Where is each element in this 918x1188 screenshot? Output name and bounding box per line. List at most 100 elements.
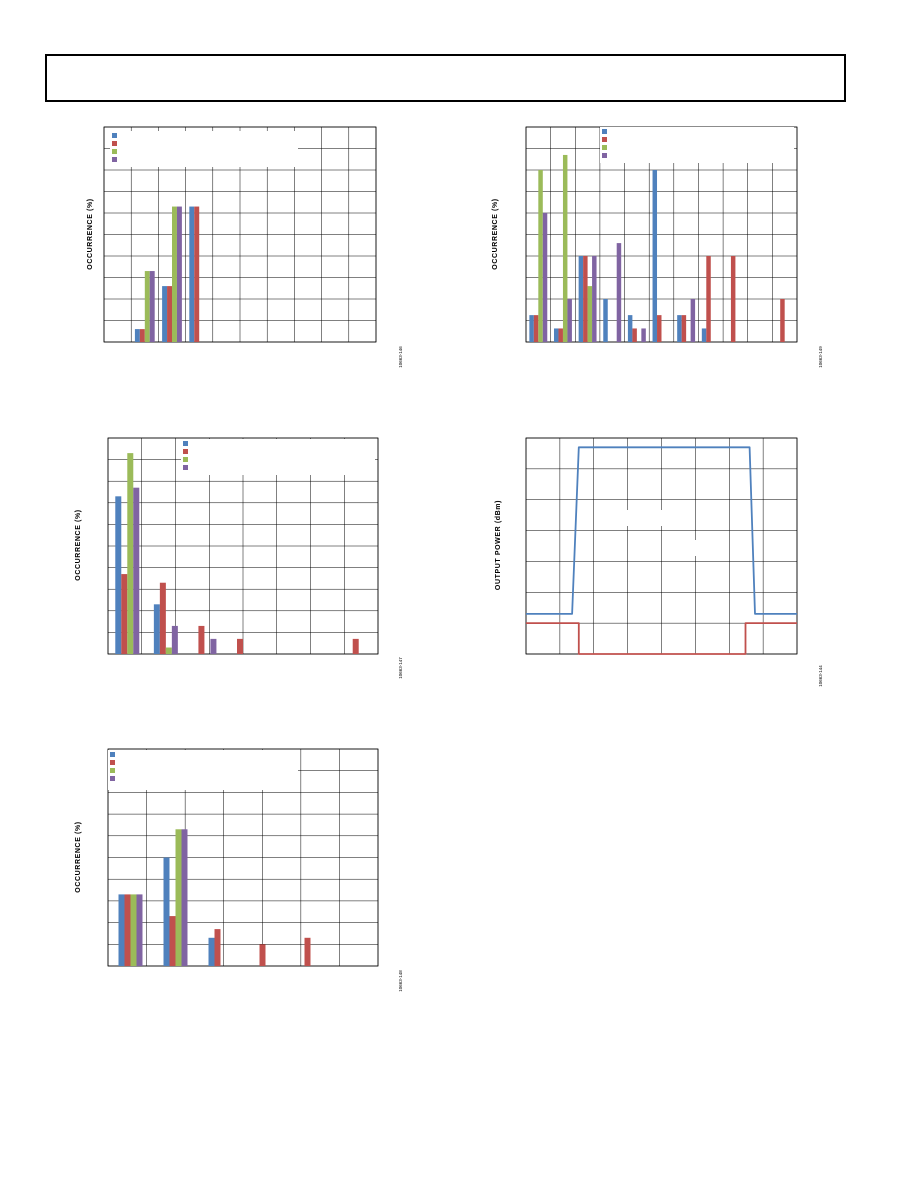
legend-box	[110, 131, 298, 167]
bar	[169, 916, 176, 966]
bar	[136, 894, 143, 966]
bar	[165, 647, 172, 654]
bar	[198, 625, 205, 654]
legend-swatch	[183, 457, 188, 462]
bar	[553, 328, 559, 342]
figure-id: 10663-148	[398, 970, 403, 992]
bar	[352, 638, 359, 654]
bar	[681, 315, 687, 342]
bar	[627, 315, 633, 342]
legend-box	[600, 127, 794, 163]
bar	[127, 453, 134, 654]
figure-id: 10663-146	[398, 346, 403, 368]
y-axis-label: OCCURRENCE (%)	[492, 198, 499, 269]
bar	[632, 328, 637, 342]
legend-swatch	[110, 768, 115, 773]
bar	[159, 582, 166, 654]
bar	[175, 829, 182, 966]
bar	[259, 944, 266, 966]
legend-swatch	[602, 137, 607, 142]
figure-id: 10663-144	[818, 665, 823, 687]
legend-swatch	[110, 752, 115, 757]
bar	[144, 271, 150, 342]
y-axis-label: OCCURRENCE (%)	[75, 509, 82, 580]
bar	[677, 315, 682, 342]
bar	[124, 894, 131, 966]
bar	[304, 937, 311, 966]
bar	[558, 328, 563, 342]
legend-swatch	[110, 776, 115, 781]
bar	[130, 894, 137, 966]
bar	[162, 286, 168, 342]
bar	[657, 315, 662, 342]
legend-swatch	[183, 465, 188, 470]
bar	[181, 829, 188, 966]
annotation-mask	[662, 540, 728, 556]
legend-swatch	[602, 153, 607, 158]
bar	[616, 243, 622, 342]
bar	[133, 487, 140, 654]
series-line	[526, 446, 797, 615]
bar	[163, 857, 170, 966]
bar	[730, 256, 736, 342]
bar	[578, 256, 584, 342]
bar	[583, 256, 588, 342]
bar	[706, 256, 711, 342]
plot-frame	[107, 748, 379, 967]
bar	[214, 929, 221, 966]
bar	[567, 299, 572, 342]
plot-frame	[103, 126, 377, 343]
bar	[167, 286, 172, 342]
legend-swatch	[112, 141, 117, 146]
bar	[533, 315, 539, 342]
legend-swatch	[112, 133, 117, 138]
legend-swatch	[183, 441, 188, 446]
bar	[542, 213, 548, 342]
bar	[587, 286, 593, 342]
bar	[780, 299, 785, 342]
legend-swatch	[602, 129, 607, 134]
bar	[603, 299, 608, 342]
bar	[641, 328, 646, 342]
bar	[208, 937, 215, 966]
bar	[690, 299, 696, 342]
bar	[237, 638, 243, 654]
bar	[194, 206, 200, 342]
legend-box	[181, 439, 375, 475]
bar	[562, 154, 568, 342]
bar	[176, 206, 182, 342]
y-axis-label: OUTPUT POWER (dBm)	[495, 500, 502, 590]
bar	[652, 170, 658, 342]
bar	[701, 328, 707, 342]
legend-swatch	[112, 149, 117, 154]
page-header-box	[45, 54, 846, 102]
figure-id: 10663-147	[398, 657, 403, 679]
bar	[592, 256, 597, 342]
bar	[171, 625, 178, 654]
legend-swatch	[602, 145, 607, 150]
y-axis-label: OCCURRENCE (%)	[75, 821, 82, 892]
bar	[153, 604, 160, 654]
bar	[189, 206, 195, 342]
bar	[134, 329, 140, 342]
bar	[118, 894, 125, 966]
bar	[538, 170, 543, 342]
bar	[149, 271, 155, 342]
legend-swatch	[110, 760, 115, 765]
annotation-mask	[627, 510, 685, 526]
series-line	[526, 622, 797, 655]
figure-id: 10663-149	[818, 346, 823, 368]
bar	[529, 315, 534, 342]
legend-swatch	[183, 449, 188, 454]
legend-swatch	[112, 157, 117, 162]
bar	[210, 638, 217, 654]
bar	[139, 329, 145, 342]
legend-box	[108, 750, 298, 790]
bar	[172, 206, 177, 342]
y-axis-label: OCCURRENCE (%)	[87, 198, 94, 269]
